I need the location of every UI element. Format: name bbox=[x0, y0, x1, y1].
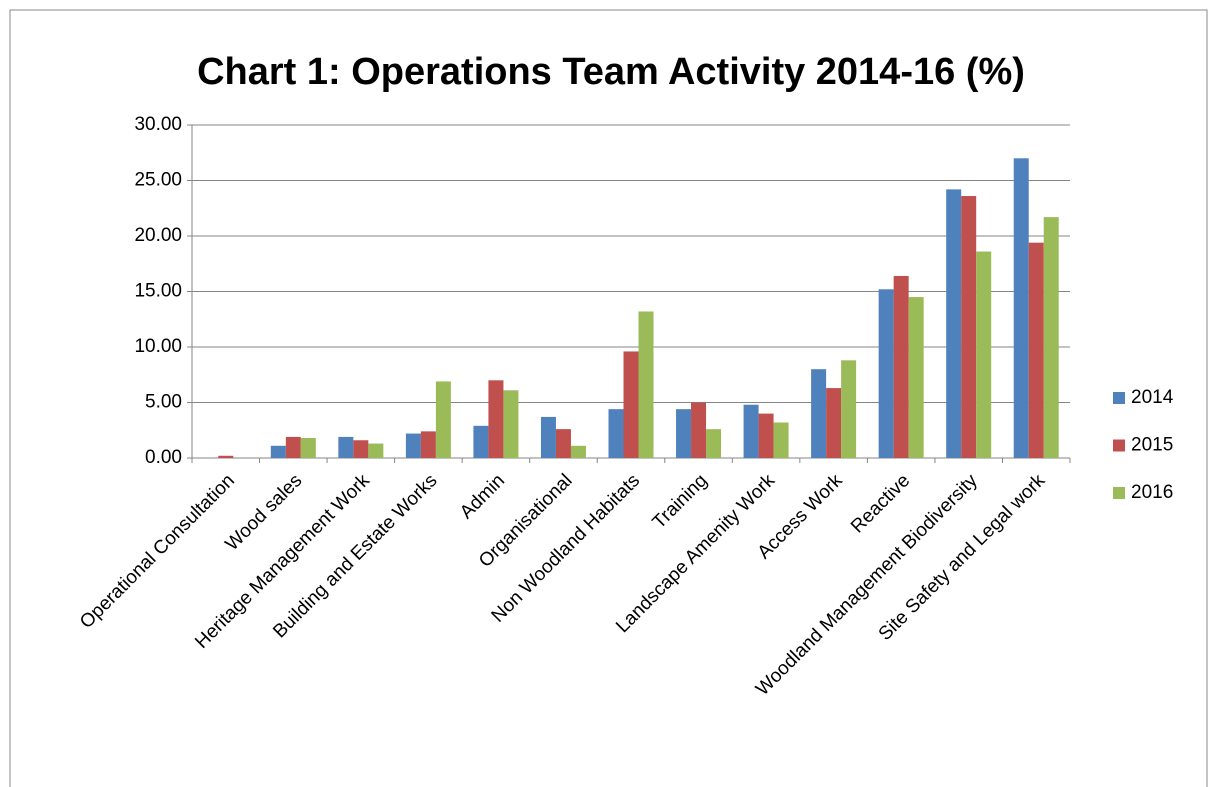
bar bbox=[758, 413, 774, 458]
bar bbox=[826, 388, 842, 458]
legend-label: 2016 bbox=[1131, 482, 1173, 503]
bar bbox=[743, 404, 759, 458]
x-tick-label: Training bbox=[649, 470, 712, 533]
y-tick-label: 5.00 bbox=[145, 392, 182, 413]
x-tick-label: Admin bbox=[456, 470, 509, 523]
bar bbox=[503, 390, 519, 458]
x-tick-label: Reactive bbox=[847, 470, 914, 537]
bar bbox=[1013, 158, 1029, 459]
bar bbox=[540, 416, 556, 458]
bar bbox=[773, 422, 789, 458]
bar bbox=[706, 429, 722, 458]
bar bbox=[555, 429, 571, 458]
legend-label: 2015 bbox=[1131, 435, 1173, 456]
x-tick-label: Operational Consultation bbox=[76, 470, 239, 633]
bar bbox=[368, 443, 384, 458]
y-tick-label: 25.00 bbox=[134, 170, 182, 191]
bar bbox=[908, 297, 924, 458]
bar bbox=[570, 445, 586, 458]
bar bbox=[676, 409, 692, 458]
bar bbox=[976, 251, 992, 458]
y-tick-label: 15.00 bbox=[134, 281, 182, 302]
bar bbox=[608, 409, 624, 458]
legend-swatch bbox=[1113, 392, 1125, 404]
bar bbox=[878, 289, 894, 458]
y-tick-label: 30.00 bbox=[134, 114, 182, 135]
chart-title: Chart 1: Operations Team Activity 2014-1… bbox=[197, 51, 1025, 93]
bar bbox=[405, 433, 421, 458]
bar bbox=[1028, 242, 1044, 458]
bar bbox=[638, 311, 654, 458]
y-tick-label: 0.00 bbox=[145, 447, 182, 468]
legend-swatch bbox=[1113, 439, 1125, 452]
bar bbox=[338, 436, 354, 458]
bar bbox=[961, 196, 977, 459]
bar bbox=[473, 425, 489, 458]
y-tick-label: 10.00 bbox=[134, 336, 182, 357]
bar bbox=[285, 436, 301, 458]
bar bbox=[893, 275, 909, 458]
legend-swatch bbox=[1113, 487, 1125, 499]
bar bbox=[691, 402, 707, 458]
bar bbox=[623, 351, 639, 458]
bar bbox=[218, 455, 234, 458]
legend-label: 2014 bbox=[1131, 387, 1174, 408]
chart-frame bbox=[9, 9, 1208, 787]
y-tick-label: 20.00 bbox=[134, 225, 182, 246]
bar bbox=[420, 431, 436, 458]
bar bbox=[435, 381, 451, 458]
bar bbox=[353, 440, 369, 458]
bar bbox=[811, 369, 827, 458]
bar bbox=[270, 445, 286, 458]
bar bbox=[946, 189, 962, 458]
bar bbox=[1043, 217, 1059, 458]
bar bbox=[841, 360, 857, 458]
bar bbox=[488, 380, 504, 458]
bar bbox=[300, 438, 316, 458]
